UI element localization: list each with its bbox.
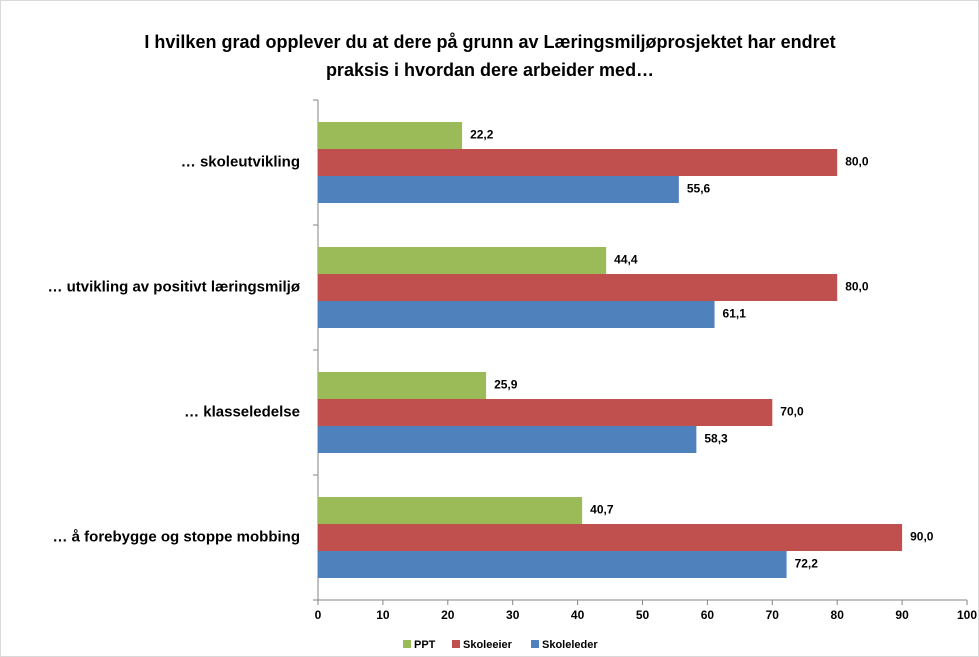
- bar: [318, 551, 787, 578]
- x-tick-label: 0: [315, 608, 322, 622]
- data-label: 58,3: [704, 432, 728, 446]
- data-label: 70,0: [780, 405, 804, 419]
- y-tick-label: … klasseledelse: [184, 403, 300, 420]
- y-tick-label: … å forebygge og stoppe mobbing: [53, 528, 301, 545]
- x-tick-label: 80: [831, 608, 845, 622]
- bar: [318, 524, 903, 551]
- bar: [318, 399, 773, 426]
- chart-title: I hvilken grad opplever du at dere på gr…: [144, 32, 836, 80]
- bar: [318, 274, 838, 301]
- bar: [318, 497, 583, 524]
- legend-label: Skoleleder: [542, 639, 598, 651]
- bar: [318, 372, 487, 399]
- legend-swatch: [403, 640, 411, 648]
- data-label: 80,0: [845, 280, 869, 294]
- x-tick-label: 10: [376, 608, 390, 622]
- data-label: 80,0: [845, 155, 869, 169]
- bar: [318, 301, 715, 328]
- x-tick-label: 90: [895, 608, 909, 622]
- x-tick-label: 100: [957, 608, 977, 622]
- bar: [318, 426, 697, 453]
- legend-label: PPT: [414, 639, 436, 651]
- legend-swatch: [452, 640, 460, 648]
- bar: [318, 149, 838, 176]
- y-tick-label: … utvikling av positivt læringsmiljø: [47, 278, 300, 295]
- legend-swatch: [531, 640, 539, 648]
- x-tick-label: 70: [766, 608, 780, 622]
- data-label: 44,4: [614, 253, 638, 267]
- data-label: 25,9: [494, 378, 518, 392]
- bar: [318, 122, 463, 149]
- y-tick-label: … skoleutvikling: [181, 153, 300, 170]
- x-tick-label: 30: [506, 608, 520, 622]
- data-label: 40,7: [590, 503, 614, 517]
- data-label: 22,2: [470, 128, 494, 142]
- bar: [318, 176, 679, 203]
- x-tick-label: 60: [701, 608, 715, 622]
- data-label: 61,1: [723, 307, 747, 321]
- bar: [318, 247, 607, 274]
- data-label: 55,6: [687, 182, 711, 196]
- legend-label: Skoleeier: [463, 639, 513, 651]
- x-tick-label: 50: [636, 608, 650, 622]
- data-label: 72,2: [795, 557, 819, 571]
- x-tick-label: 20: [441, 608, 455, 622]
- data-label: 90,0: [910, 530, 934, 544]
- x-tick-label: 40: [571, 608, 585, 622]
